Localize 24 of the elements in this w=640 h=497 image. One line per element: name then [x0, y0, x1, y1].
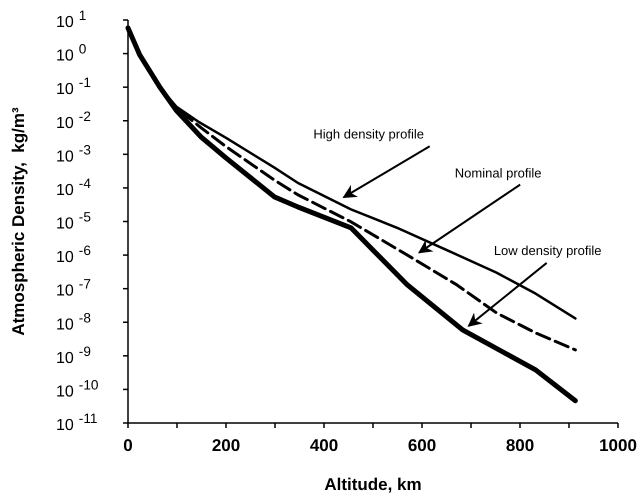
annotation: Nominal profile	[454, 166, 542, 181]
y-tick-label: 10$^{0}$	[56, 41, 87, 65]
y-tick-label: 10$^{-3}$	[56, 142, 91, 166]
annotation: High density profile	[313, 126, 424, 142]
y-tick-label: 10$^{-10}$	[56, 376, 99, 400]
annotation: Low density profile	[494, 242, 602, 258]
y-tick-label: 10$^{-2}$	[56, 108, 91, 132]
y-tick-label: 10$^{-4}$	[56, 175, 92, 199]
y-tick-label: 10$^{-1}$	[56, 74, 91, 98]
x-tick-label: 0	[123, 436, 133, 455]
x-tick-label: 400	[310, 436, 338, 455]
y-axis-title: Atmospheric Density, kg/m³	[9, 107, 28, 336]
x-tick-label: 200	[212, 436, 240, 455]
x-tick-label: 1000	[599, 436, 637, 455]
y-tick-label: 10$^{-7}$	[56, 276, 91, 300]
y-tick-label: 10$^{1}$	[56, 8, 86, 31]
y-tick-label: 10$^{-8}$	[56, 310, 91, 334]
y-tick-label: 10$^{-5}$	[56, 209, 91, 232]
x-tick-label: 600	[408, 436, 436, 455]
x-tick-label: 800	[506, 436, 534, 455]
y-tick-label: 10$^{-11}$	[56, 410, 98, 434]
y-tick-label: 10$^{-9}$	[56, 343, 91, 367]
y-tick-label: 10$^{-6}$	[56, 242, 91, 266]
x-axis-title: Altitude, km	[324, 475, 422, 494]
